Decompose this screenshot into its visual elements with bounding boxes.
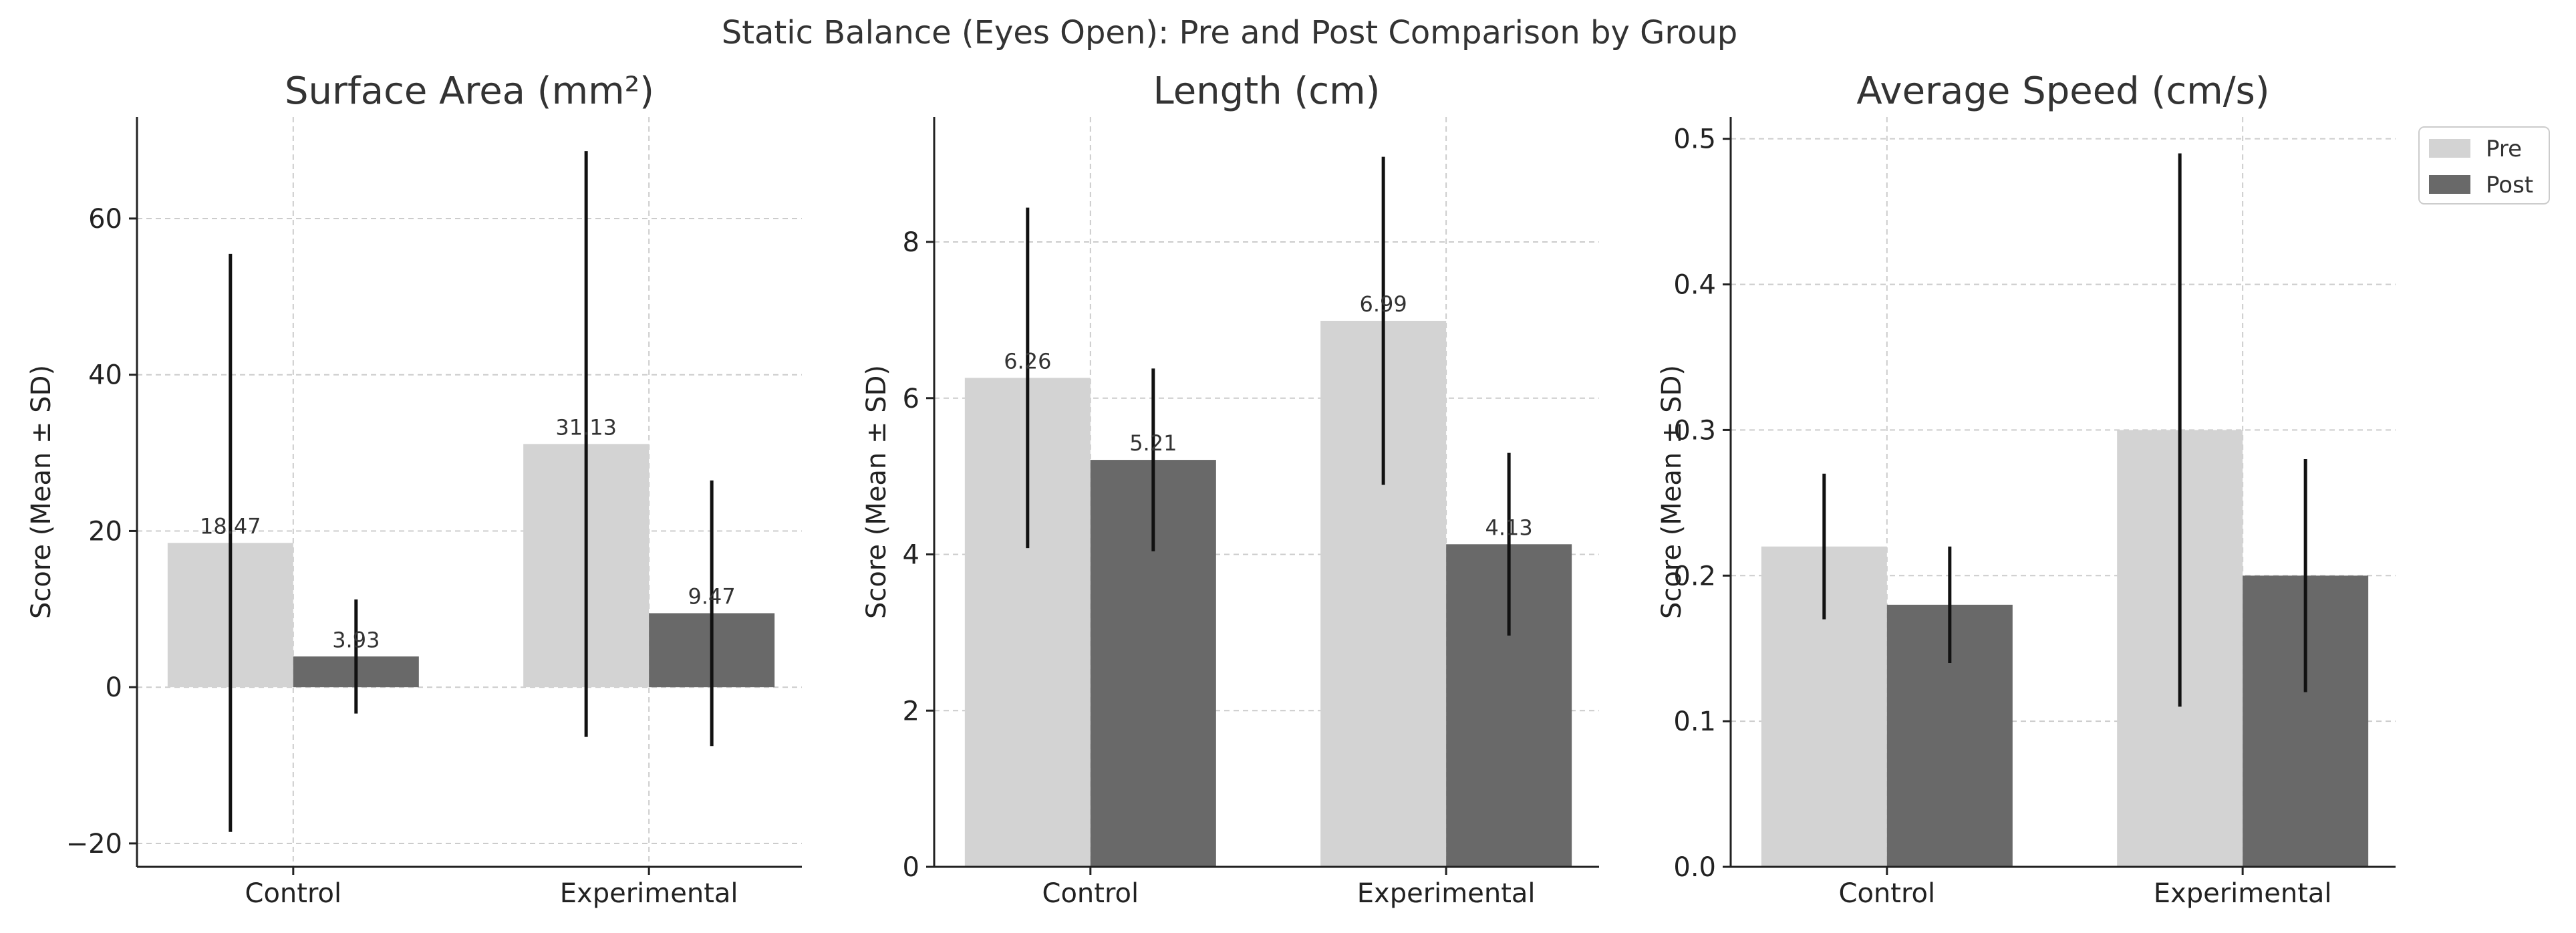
legend: Pre Post (2418, 126, 2550, 205)
y-tick-label: 0 (106, 672, 122, 703)
data-label: 18.47 (200, 513, 261, 539)
chart-title: Surface Area (mm²) (285, 70, 654, 113)
y-axis-label: Score (Mean ± SD) (26, 365, 57, 619)
y-tick-label: 0 (903, 852, 919, 883)
x-tick-label: Experimental (2154, 878, 2332, 909)
x-tick-label: Control (1042, 878, 1139, 909)
data-label: 9.47 (688, 584, 736, 610)
data-label: 5.21 (1129, 430, 1177, 456)
y-axis-label: Score (Mean ± SD) (861, 365, 892, 619)
figure-title: Static Balance (Eyes Open): Pre and Post… (722, 14, 1738, 51)
y-tick-label: 20 (88, 516, 122, 547)
y-tick-label: 40 (88, 360, 122, 391)
x-tick-label: Experimental (1357, 878, 1536, 909)
y-tick-label: 0.3 (1673, 415, 1716, 446)
y-tick-label: 8 (903, 227, 919, 258)
y-tick-label: 60 (88, 204, 122, 235)
x-tick-label: Control (1839, 878, 1936, 909)
chart-panel-1: −20 0 20 40 60 18.47 31.13 3.93 9.47 Control Exper… (26, 70, 802, 909)
y-axis-label: Score (Mean ± SD) (1657, 365, 1687, 619)
legend-label-post: Post (2486, 172, 2533, 198)
y-tick-label: −20 (66, 829, 122, 859)
y-tick-label: 0.2 (1673, 561, 1716, 591)
legend-label-pre: Pre (2486, 136, 2522, 162)
y-tick-label: 2 (903, 696, 919, 726)
chart-panel-2: 0 2 4 6 8 6.26 6.99 5.21 4.13 Control Experimental… (861, 70, 1599, 909)
y-tick-label: 4 (903, 540, 919, 571)
chart-title: Average Speed (cm/s) (1856, 70, 2269, 113)
data-label: 3.93 (332, 627, 380, 652)
chart-panel-3: 0.0 0.1 0.2 0.3 0.4 0.5 Control Experimental Ave… (1657, 70, 2396, 909)
y-tick-label: 0.1 (1673, 706, 1716, 737)
y-tick-label: 0.0 (1673, 852, 1716, 883)
data-label: 4.13 (1485, 515, 1533, 540)
data-label: 6.26 (1004, 348, 1051, 374)
y-tick-label: 6 (903, 384, 919, 414)
legend-swatch-pre (2429, 139, 2470, 158)
chart-title: Length (cm) (1153, 70, 1381, 113)
data-label: 6.99 (1360, 291, 1407, 317)
y-tick-label: 0.5 (1673, 124, 1716, 155)
y-tick-label: 0.4 (1673, 270, 1716, 301)
data-label: 31.13 (555, 414, 617, 440)
x-tick-label: Control (245, 878, 342, 909)
legend-swatch-post (2429, 175, 2470, 194)
x-tick-label: Experimental (560, 878, 738, 909)
